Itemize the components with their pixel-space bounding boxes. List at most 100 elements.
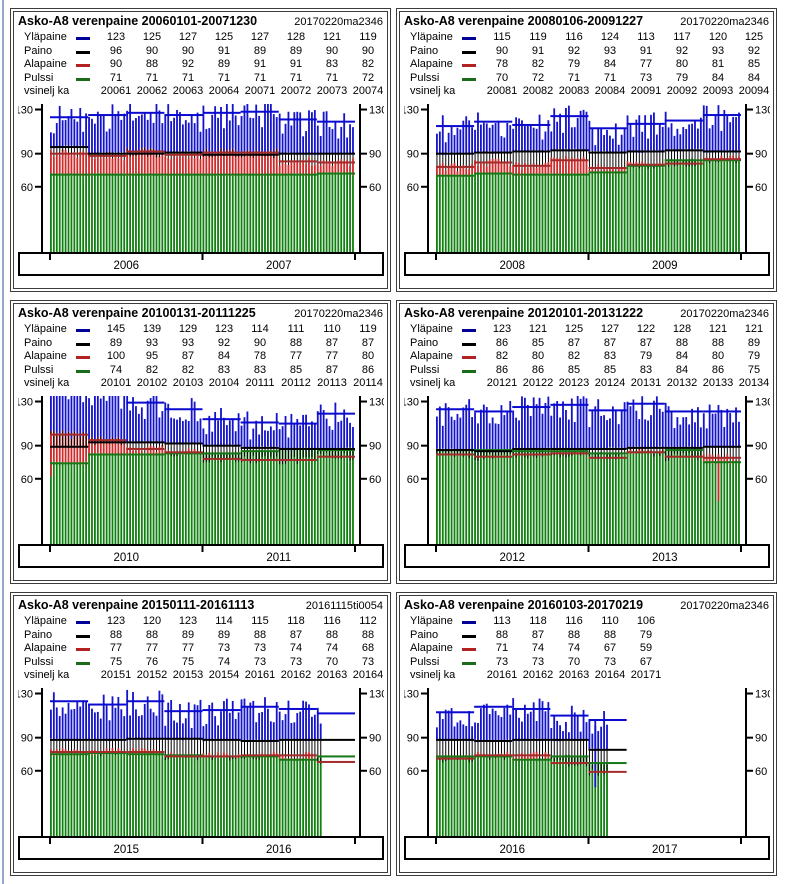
legend-value: 80 — [675, 58, 689, 70]
legend-row-systolic: Yläpaine 123 121 125 127 122 128 121 121 — [404, 323, 769, 337]
legend-value: 82 — [567, 350, 581, 362]
legend-value: 77 — [109, 642, 123, 654]
legend-value: 113 — [493, 615, 511, 627]
legend-value: 71 — [253, 71, 267, 84]
legend-value: 93 — [711, 44, 725, 57]
legend-label-systolic: Yläpaine — [24, 615, 67, 627]
x-axis-band — [404, 251, 770, 276]
chart-area: 130 130 90 90 60 60 2015 2016 — [18, 685, 384, 862]
legend-label-pulse: Pulssi — [410, 363, 440, 376]
x-axis-band — [404, 543, 770, 568]
legend-value: 89 — [747, 336, 761, 349]
quarter-code: 20104 — [208, 377, 240, 389]
y-tick-label-right: 90 — [369, 148, 381, 160]
quarter-code: 20154 — [208, 669, 240, 681]
legend-value: 112 — [359, 615, 377, 627]
quarter-code: 20121 — [486, 377, 518, 389]
legend-value: 92 — [675, 44, 689, 57]
legend-value: 123 — [106, 615, 126, 627]
legend-row-systolic: Yläpaine 113 118 116 110 106 — [404, 615, 769, 629]
legend-value: 75 — [747, 363, 761, 376]
legend-value: 91 — [639, 44, 653, 57]
quarter-code: 20082 — [522, 85, 554, 97]
legend-value: 121 — [708, 323, 728, 335]
legend-row-pulse: Pulssi 71 71 71 71 71 71 71 72 — [18, 72, 383, 86]
y-tick-label-right: 130 — [369, 396, 384, 408]
panel-title: Asko-A8 verenpaine 20100131-20111225 — [18, 306, 256, 320]
legend-value: 71 — [109, 71, 123, 84]
systolic-dash-icon — [462, 329, 476, 332]
legend-value: 111 — [287, 323, 305, 335]
legend-table: Yläpaine 123 120 123 114 115 118 116 112 Paino 88 8… — [18, 615, 383, 683]
y-tick-label-right: 90 — [755, 440, 767, 452]
quarter-code: 20102 — [136, 377, 168, 389]
pulse-dash-icon — [462, 369, 476, 373]
legend-value: 91 — [253, 58, 267, 70]
legend-value: 110 — [323, 323, 341, 335]
blood-pressure-panel: Asko-A8 verenpaine 20120101-20131222 201… — [396, 300, 777, 584]
legend-value: 85 — [603, 363, 617, 376]
panel-title: Asko-A8 verenpaine 20160103-20170219 — [404, 598, 644, 612]
legend-value: 119 — [359, 323, 377, 335]
y-tick-label-right: 60 — [755, 181, 767, 193]
x-year-label: 2016 — [499, 844, 525, 856]
legend-value: 87 — [325, 363, 339, 376]
legend-label-diastolic: Alapaine — [410, 642, 453, 654]
quarter-code: 20152 — [136, 669, 168, 681]
y-tick-label-left: 60 — [407, 765, 419, 777]
legend-value: 73 — [253, 655, 267, 668]
legend-value: 91 — [289, 58, 303, 70]
quarter-code: 20163 — [558, 669, 590, 681]
legend-value: 83 — [603, 350, 617, 362]
legend-value: 71 — [603, 71, 617, 84]
legend-value: 79 — [747, 350, 761, 362]
x-year-label: 2013 — [652, 552, 678, 564]
y-tick-label-right: 90 — [369, 732, 381, 744]
x-year-label: 2011 — [266, 552, 291, 564]
legend-value: 87 — [603, 336, 617, 349]
quarter-code: 20064 — [208, 85, 240, 97]
weight-dash-icon — [462, 50, 476, 54]
legend-value: 127 — [250, 31, 270, 43]
weight-dash-icon — [76, 50, 90, 54]
quarter-code: 20103 — [172, 377, 204, 389]
legend-value: 129 — [178, 323, 198, 335]
legend-value: 87 — [567, 336, 581, 349]
pulse-dash-icon — [76, 369, 90, 373]
legend-value: 87 — [325, 336, 339, 349]
legend-value: 86 — [711, 363, 725, 376]
quarter-code: 20081 — [486, 85, 518, 97]
legend-value: 114 — [215, 615, 233, 627]
quarter-code-row: vsinelj ka 20101 20102 20103 20104 20111 20112… — [18, 377, 383, 391]
blood-pressure-chart: 130 130 90 90 60 60 2006 2007 — [18, 103, 384, 276]
y-tick-label-right: 60 — [369, 473, 381, 485]
quarter-code: 20062 — [136, 85, 168, 97]
legend-row-systolic: Yläpaine 145 139 129 123 114 111 110 119 — [18, 323, 383, 337]
legend-value: 125 — [214, 31, 234, 43]
y-tick-label-left: 60 — [21, 181, 33, 193]
x-axis-band — [18, 543, 384, 568]
quarter-code: 20061 — [100, 85, 132, 97]
legend-value: 83 — [325, 58, 339, 70]
legend-value: 93 — [603, 44, 617, 57]
legend-value: 73 — [217, 642, 231, 654]
legend-value: 89 — [217, 628, 231, 641]
quarter-code: 20074 — [352, 85, 384, 97]
blood-pressure-panel: Asko-A8 verenpaine 20150111-20161113 201… — [10, 592, 391, 876]
report-grid: Asko-A8 verenpaine 20060101-20071230 201… — [10, 8, 780, 876]
panel-timestamp: 20170220ma2346 — [294, 16, 383, 28]
y-tick-label-right: 60 — [755, 765, 767, 777]
x-axis-band — [404, 835, 770, 860]
legend-value: 82 — [181, 363, 195, 376]
quarter-code: 20094 — [738, 85, 770, 97]
y-tick-label-right: 90 — [369, 440, 381, 452]
legend-label-diastolic: Alapaine — [24, 58, 67, 70]
legend-label-diastolic: Alapaine — [24, 350, 67, 362]
legend-value: 125 — [564, 323, 584, 335]
quarter-code: 20114 — [353, 377, 383, 389]
legend-value: 73 — [603, 655, 617, 668]
quarter-code: 20092 — [666, 85, 698, 97]
legend-value: 74 — [289, 642, 303, 654]
legend-value: 120 — [142, 615, 162, 627]
blood-pressure-panel: Asko-A8 verenpaine 20060101-20071230 201… — [10, 8, 391, 292]
